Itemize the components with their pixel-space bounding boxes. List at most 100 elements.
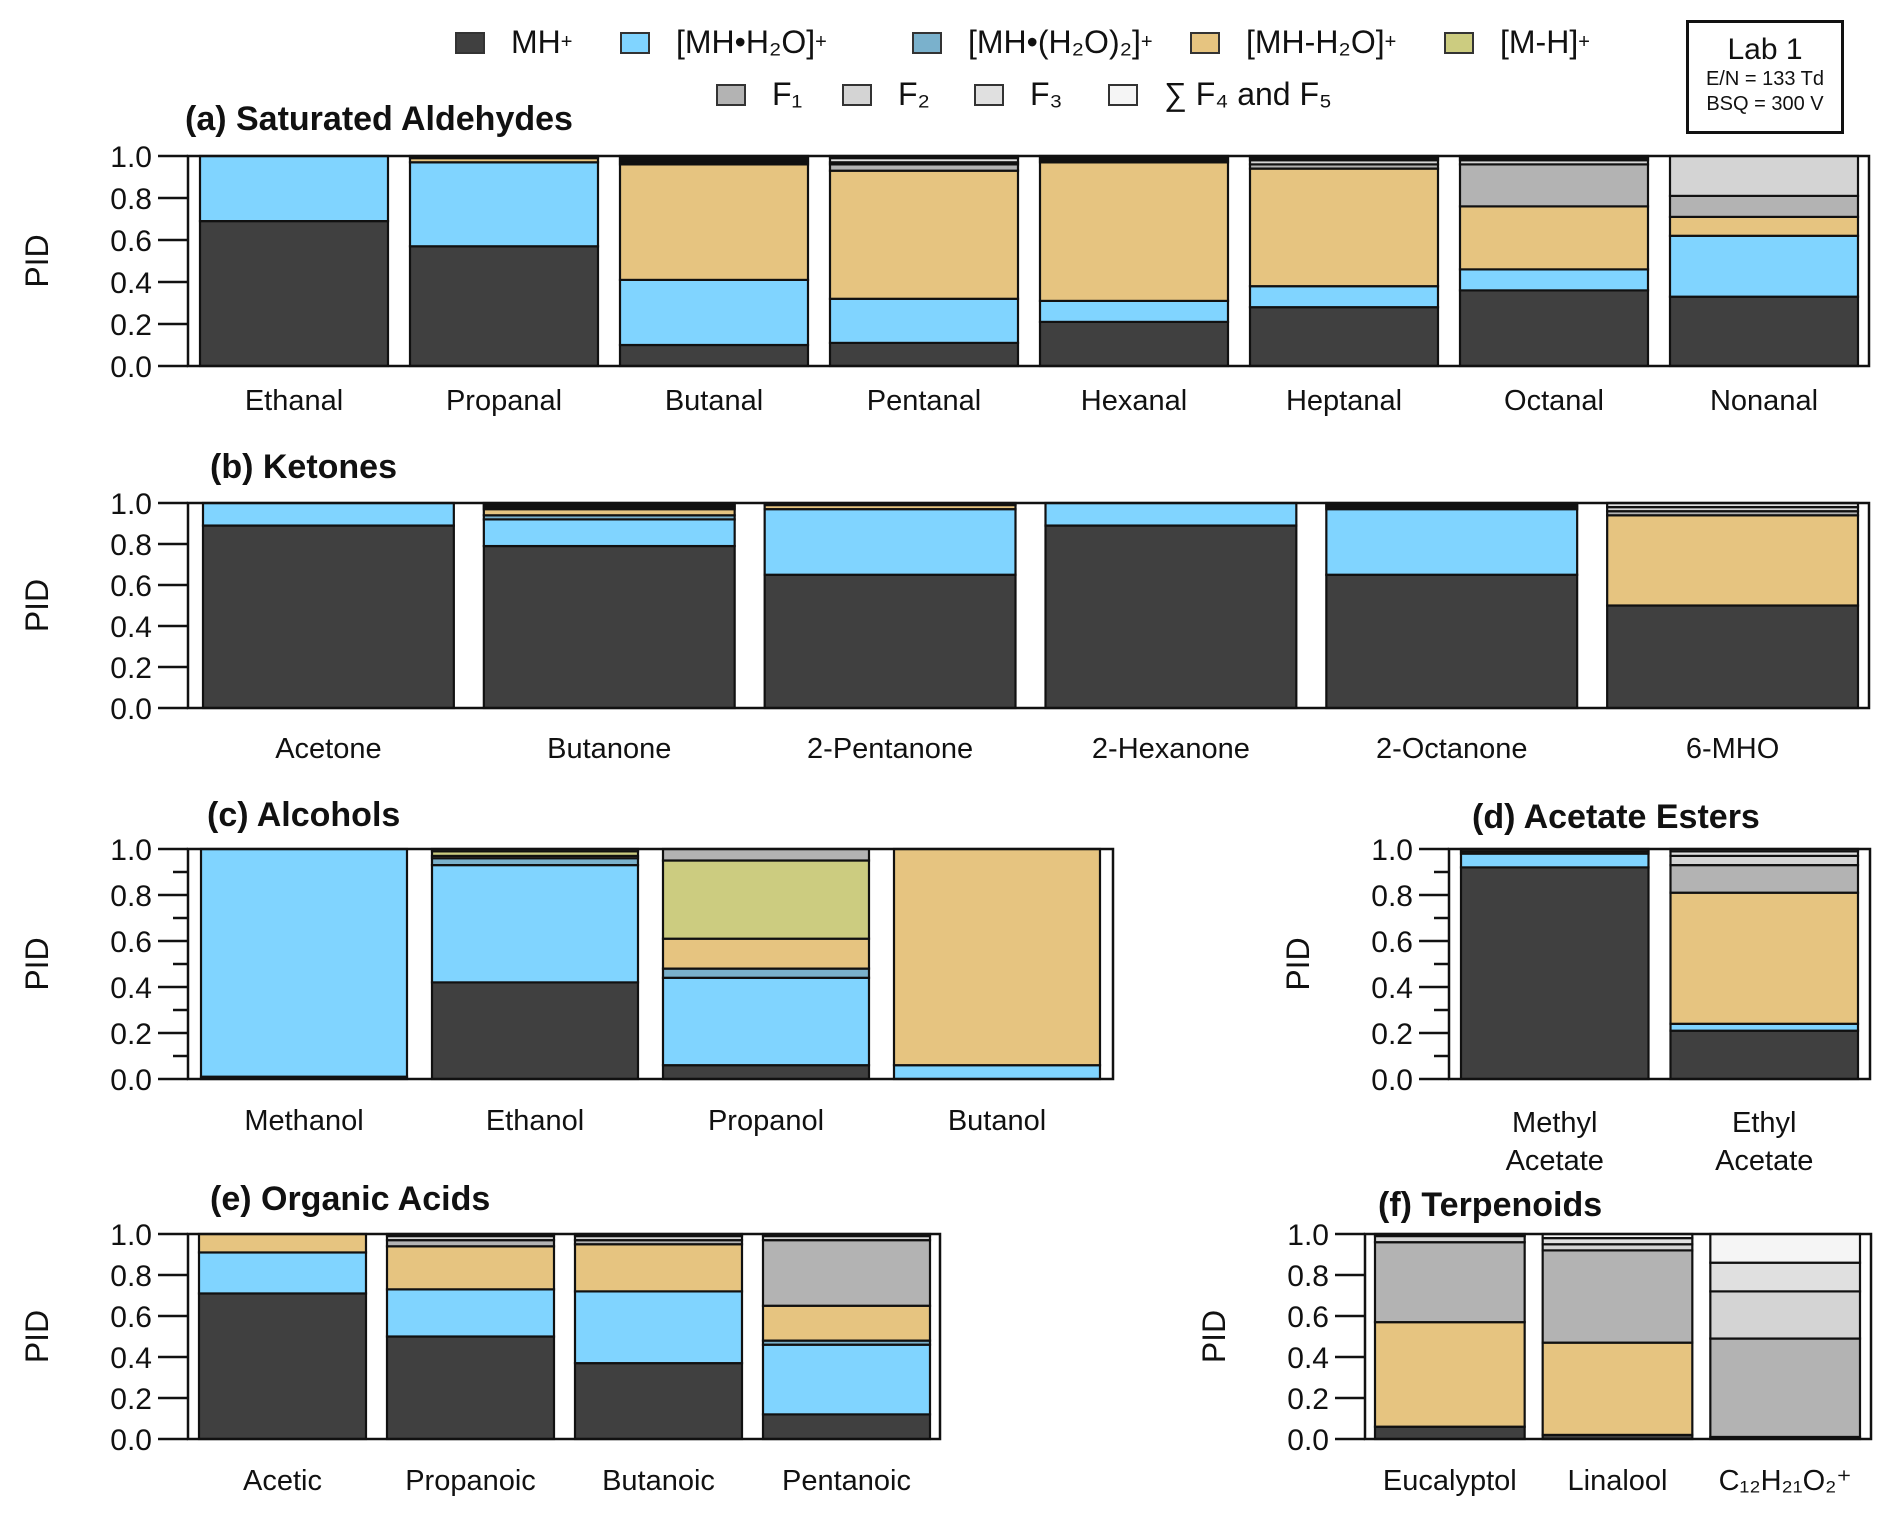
panel-e: (e) Organic Acids Acetic Propanoic Butanoic… <box>19 1180 942 1497</box>
bar-segment-MH_minus_H2O <box>1668 215 1860 237</box>
bar-segment-MH_minus_H2O <box>1541 1341 1694 1437</box>
bar-segment-MH_minus_H2O <box>573 1243 744 1293</box>
bar-segment-MH_H2O <box>763 508 1017 576</box>
legend-item-MH_H2O2: [MH•(H₂O)₂] + <box>912 24 1153 61</box>
bar-stack <box>1248 154 1440 368</box>
legend-item-MH_minus_H2O: [MH-H₂O] + <box>1190 24 1396 61</box>
panel-b: (b) Ketones Acetone Butanone 2-Pentanone 2-H… <box>19 448 1871 765</box>
bar-segment-MH <box>1669 1029 1860 1081</box>
y-tick-label: 0.0 <box>1371 1064 1413 1097</box>
category-label: Methyl <box>1512 1107 1597 1139</box>
category-label: Butanoic <box>602 1465 715 1497</box>
bar-segment-F1 <box>1669 863 1860 894</box>
bar-segment-MH_minus_H2O <box>661 937 871 970</box>
legend-label: [M-H] <box>1500 24 1579 60</box>
category-label: Acetate <box>1506 1145 1604 1177</box>
y-axis-title: PID <box>19 1310 55 1363</box>
panel-title: (f) Terpenoids <box>1378 1186 1602 1224</box>
bar-stack <box>761 1232 932 1441</box>
bar-segment-MH <box>385 1335 556 1441</box>
legend-label-superscript: + <box>1140 31 1153 53</box>
category-label: Pentanal <box>867 385 982 417</box>
bar-stack <box>1038 154 1230 368</box>
annotation-title: Lab 1 <box>1727 33 1803 66</box>
y-tick-label: 0.6 <box>110 225 152 258</box>
y-tick-label: 1.0 <box>110 834 152 867</box>
panel-title: (b) Ketones <box>210 448 397 486</box>
y-tick-label: 0.6 <box>110 926 152 959</box>
bar-segment-MH_minus_H2O <box>1606 514 1860 607</box>
bar-segment-MH <box>1038 320 1230 368</box>
bar-segment-MH <box>1325 573 1579 710</box>
bar-segment-MH_H2O <box>892 1064 1102 1081</box>
bar-stack <box>201 501 455 710</box>
legend-swatch <box>455 31 485 54</box>
y-tick-label: 0.6 <box>110 1301 152 1334</box>
category-label: Ethanal <box>245 385 343 417</box>
category-label: Propanal <box>446 385 562 417</box>
bar-segment-MH_H2O <box>1668 234 1860 298</box>
legend-item-F3: F₃ <box>974 76 1063 113</box>
bar-segment-MH <box>661 1064 871 1081</box>
bar-stack <box>1459 847 1650 1081</box>
category-label: 6-MHO <box>1686 733 1779 765</box>
y-tick-label: 1.0 <box>110 1219 152 1252</box>
bar-segment-MH <box>573 1362 744 1441</box>
bar-segment-MH_H2O <box>1038 299 1230 323</box>
bar-segment-MH_H2O <box>1044 501 1298 527</box>
bar-segment-MH_minus_H2O <box>385 1245 556 1291</box>
y-axis-title: PID <box>19 579 55 632</box>
y-tick-label: 0.8 <box>1287 1260 1329 1293</box>
category-label: Butanone <box>547 733 671 765</box>
bar-stack <box>661 847 871 1081</box>
legend-swatch <box>842 83 872 106</box>
y-tick-label: 0.0 <box>1287 1424 1329 1457</box>
bar-segment-MH <box>482 544 736 710</box>
bar-segment-MH_minus_H2O <box>1038 161 1230 303</box>
y-tick-label: 0.2 <box>110 309 152 342</box>
y-tick-label: 0.4 <box>110 267 152 300</box>
bar-segment-MH_H2O <box>761 1343 932 1416</box>
y-tick-label: 1.0 <box>1371 834 1413 867</box>
bar-stack <box>892 847 1102 1081</box>
category-label: Pentanoic <box>782 1465 911 1497</box>
bar-segment-MH_H2O <box>408 161 600 248</box>
y-tick-label: 0.0 <box>110 1424 152 1457</box>
panel-d: (d) Acetate Esters Methyl Acetate Ethyl Acet… <box>1280 798 1872 1177</box>
y-tick-label: 0.0 <box>110 693 152 726</box>
bar-segment-MH <box>761 1413 932 1441</box>
category-label: Acetate <box>1715 1145 1813 1177</box>
bar-segment-MH_minus_H2O <box>1248 167 1440 288</box>
category-label: Ethyl <box>1732 1107 1796 1139</box>
legend-swatch <box>716 83 746 106</box>
bar-segment-MH_H2O <box>385 1288 556 1338</box>
bar-segment-MH_H2O <box>482 518 736 548</box>
bar-segment-MH_H2O <box>199 847 409 1078</box>
category-label: Propanoic <box>405 1465 536 1497</box>
y-tick-label: 0.4 <box>1371 972 1413 1005</box>
bar-segment-MH <box>618 343 810 368</box>
y-tick-label: 0.2 <box>110 652 152 685</box>
bar-segment-MH_H2O <box>1325 508 1579 576</box>
plot-frame <box>186 154 1871 368</box>
bar-segment-MH <box>1458 289 1650 368</box>
bar-stack <box>199 847 409 1081</box>
y-tick-label: 1.0 <box>110 488 152 521</box>
bar-stack <box>1669 847 1860 1081</box>
legend-label-superscript: + <box>815 31 827 53</box>
bar-segment-F2 <box>1668 154 1860 198</box>
bar-segment-F1 <box>1709 1337 1862 1439</box>
y-tick-label: 0.4 <box>110 611 152 644</box>
category-label: Eucalyptol <box>1383 1465 1517 1497</box>
legend-item-MH_H2O: [MH•H₂O] + <box>620 24 827 61</box>
legend-item-MH: MH + <box>455 24 572 61</box>
legend-swatch <box>912 31 942 54</box>
annotation-bsq: BSQ = 300 V <box>1706 93 1824 115</box>
category-label: Acetic <box>243 1465 322 1497</box>
bar-segment-MH_H2O <box>618 278 810 347</box>
bar-stack <box>198 154 390 368</box>
bar-segment-F45 <box>1709 1232 1862 1264</box>
panel-a: (a) Saturated Aldehydes Ethanal Propanal Bu… <box>19 100 1871 417</box>
bar-stack <box>385 1232 556 1441</box>
